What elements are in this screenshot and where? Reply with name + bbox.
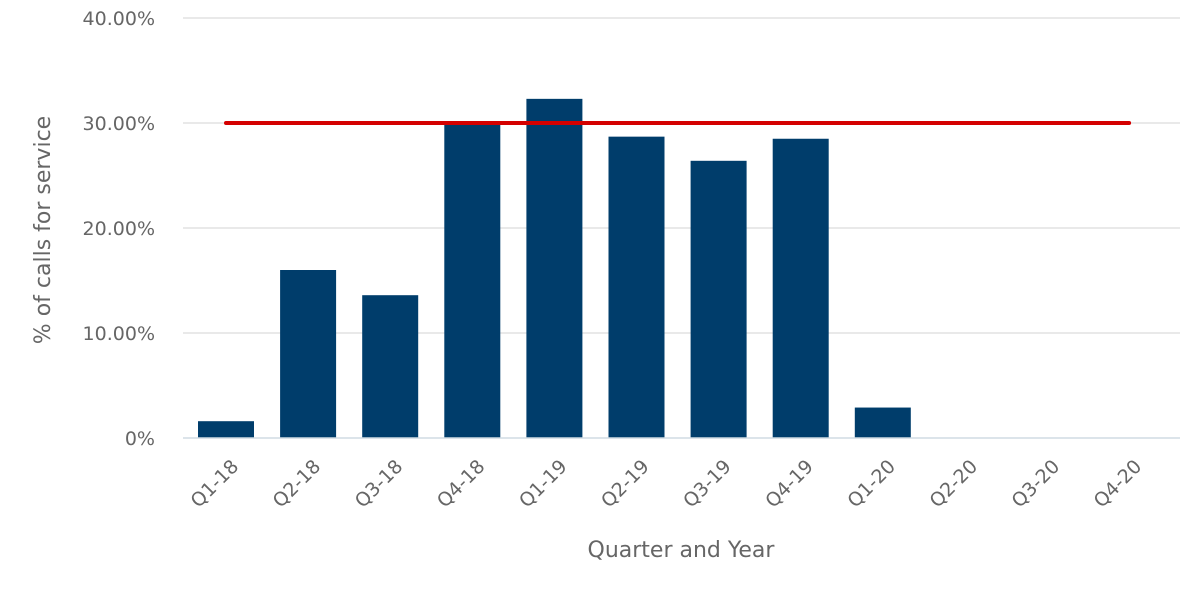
y-tick-label: 40.00%	[83, 8, 155, 30]
x-tick-label: Q2-19	[597, 456, 654, 513]
y-tick-label: 30.00%	[83, 113, 155, 135]
y-tick-label: 20.00%	[83, 218, 155, 240]
bar-q3-19	[690, 160, 747, 439]
x-tick-label: Q1-20	[843, 456, 900, 513]
x-tick-label: Q1-19	[515, 456, 572, 513]
bar-q4-19	[772, 138, 829, 438]
x-axis-title: Quarter and Year	[588, 538, 776, 563]
x-axis-tick-labels: Q1-18 Q2-18 Q3-18 Q4-18 Q1-19 Q2-19 Q3-19 Q4-19…	[187, 456, 1147, 513]
x-tick-label: Q2-18	[269, 456, 326, 513]
x-tick-label: Q2-20	[925, 456, 982, 513]
bar-q3-18	[362, 295, 419, 438]
bar-q2-18	[280, 270, 337, 438]
x-tick-label: Q3-18	[351, 456, 408, 513]
bar-q1-20	[854, 407, 911, 438]
x-tick-label: Q3-20	[1008, 456, 1065, 513]
bar-q1-18	[198, 421, 254, 438]
y-axis-title: % of calls for service	[31, 116, 56, 344]
y-tick-label: 0%	[125, 428, 155, 450]
bar-q1-19	[526, 98, 583, 438]
y-axis-tick-labels: 0% 10.00% 20.00% 30.00% 40.00%	[83, 8, 155, 450]
bar-q2-19	[608, 136, 665, 438]
x-tick-label: Q1-18	[187, 456, 244, 513]
y-tick-label: 10.00%	[83, 323, 155, 345]
bar-q4-18	[444, 123, 501, 438]
x-tick-label: Q4-19	[761, 456, 818, 513]
x-tick-label: Q3-19	[679, 456, 736, 513]
x-tick-label: Q4-18	[433, 456, 490, 513]
x-tick-label: Q4-20	[1090, 456, 1147, 513]
bars	[198, 98, 911, 439]
